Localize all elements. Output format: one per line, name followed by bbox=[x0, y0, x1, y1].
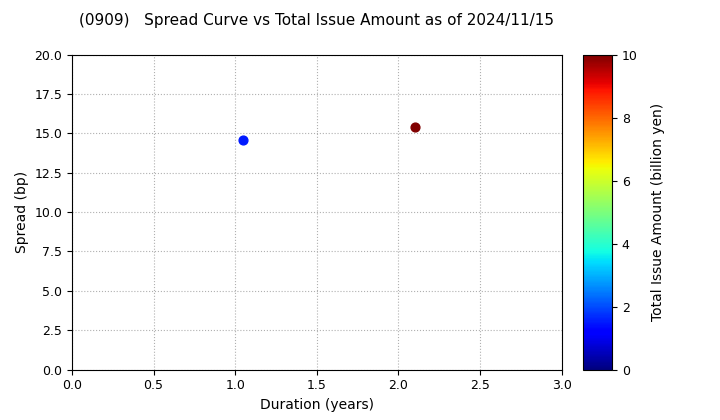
X-axis label: Duration (years): Duration (years) bbox=[260, 398, 374, 412]
Point bbox=[238, 136, 249, 143]
Text: (0909)   Spread Curve vs Total Issue Amount as of 2024/11/15: (0909) Spread Curve vs Total Issue Amoun… bbox=[79, 13, 554, 28]
Y-axis label: Spread (bp): Spread (bp) bbox=[15, 171, 29, 253]
Point bbox=[409, 123, 420, 130]
Y-axis label: Total Issue Amount (billion yen): Total Issue Amount (billion yen) bbox=[652, 103, 665, 321]
